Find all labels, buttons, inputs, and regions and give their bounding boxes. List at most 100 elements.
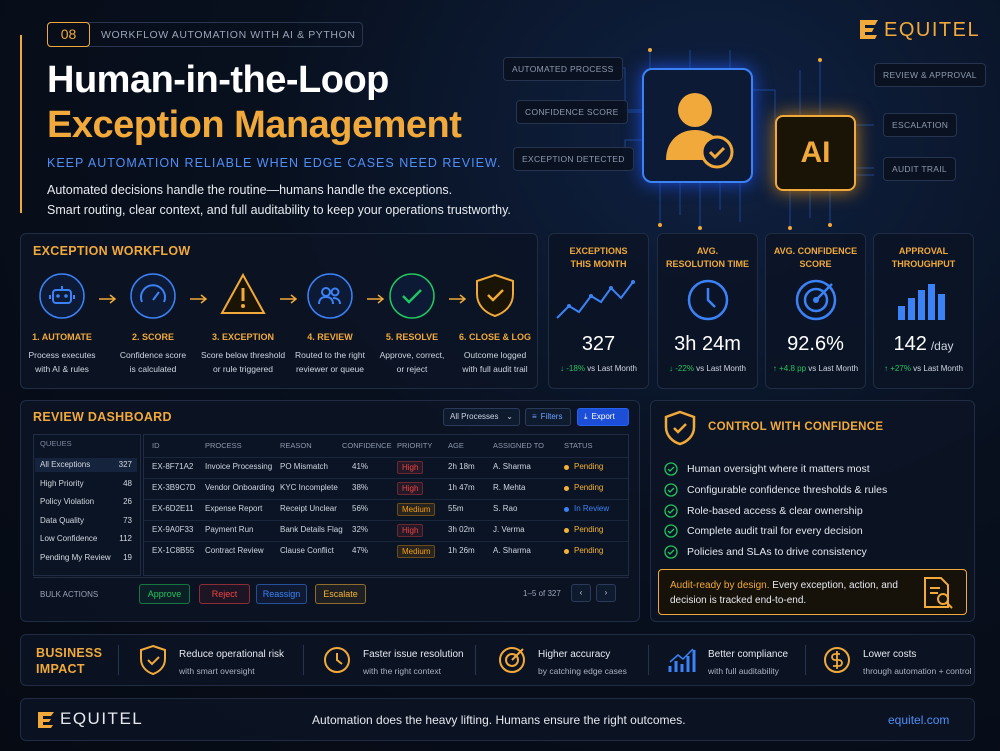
row-divider (144, 457, 628, 458)
queue-item[interactable]: Low Confidence 112 (35, 532, 137, 546)
process-filter[interactable]: All Processes ⌄ (443, 408, 520, 426)
step-desc: or reject (396, 364, 428, 374)
step-label: 4. REVIEW (307, 332, 353, 342)
step-icon-svg (39, 273, 85, 319)
table-cell: Contract Review (205, 546, 264, 555)
check-icon-svg (664, 483, 678, 497)
impact-icon-svg (499, 647, 525, 673)
kpi-title: RESOLUTION TIME (666, 259, 749, 269)
status-dot (564, 528, 569, 533)
table-cell: 32% (352, 525, 369, 534)
queue-item[interactable]: All Exceptions 327 (35, 458, 137, 472)
section-title: BUSINESS IMPACT (36, 646, 103, 676)
priority-badge: High (397, 482, 424, 495)
step-desc: with AI & rules (35, 364, 89, 374)
impact-icon-svg (324, 647, 350, 673)
kpi-title: AVG. (696, 246, 719, 256)
control-item: Policies and SLAs to drive consistency (687, 546, 867, 559)
impact-desc: with full auditability (708, 666, 779, 676)
queue-name: Pending My Review (40, 552, 111, 562)
control-item: Complete audit trail for every decision (687, 525, 863, 538)
step-label: 1. AUTOMATE (32, 332, 92, 342)
step-desc: Outcome logged (463, 350, 527, 360)
kpi-change-row: ↑ +4.8 pp vs Last Month (772, 364, 859, 373)
next-page[interactable]: › (596, 584, 616, 602)
queue-item[interactable]: High Priority 48 (35, 477, 137, 491)
status-dot (564, 507, 569, 512)
queue-count: 48 (123, 478, 132, 488)
kpi-change: -22% (675, 364, 694, 373)
column-header: ID (152, 441, 160, 450)
queue-item[interactable]: Data Quality 73 (35, 514, 137, 528)
impact-desc: through automation + control (863, 666, 972, 676)
table-cell: Bank Details Flag (280, 525, 343, 534)
queue-count: 19 (123, 552, 132, 562)
bulk-action-button[interactable]: Escalate (315, 584, 366, 604)
kpi-value-row: 142/day (873, 333, 974, 356)
control-item: Configurable confidence thresholds & rul… (687, 483, 888, 496)
bulk-action-button[interactable]: Reassign (256, 584, 307, 604)
title-line-1: Human-in-the-Loop (47, 59, 389, 101)
priority-badge: Medium (397, 545, 436, 558)
step-icon (389, 273, 435, 319)
filter-label: All Processes (450, 412, 499, 421)
bulk-action-button[interactable]: Approve (139, 584, 190, 604)
impact-icon-svg (140, 644, 166, 676)
export-button[interactable]: ⤓ Export (577, 408, 629, 426)
column-header: CONFIDENCE (342, 441, 392, 450)
kpi-title: SCORE (799, 259, 832, 269)
step-arrow-svg (367, 294, 385, 304)
table-cell: EX-3B9C7D (152, 483, 196, 492)
table-cell: R. Mehta (493, 483, 526, 492)
queue-item[interactable]: Pending My Review 19 (35, 551, 137, 565)
step-icon-svg (389, 273, 435, 319)
step-icon-svg (220, 272, 266, 314)
kpi-value: 3h 24m (674, 333, 741, 355)
pagination: 1–5 of 327 (523, 589, 561, 598)
note-body: Every exception, action, and decision is… (670, 580, 898, 606)
kpi-icon (658, 278, 758, 322)
status-dot (564, 486, 569, 491)
hero-tag: REVIEW & APPROVAL (874, 63, 986, 87)
control-item: Human oversight where it matters most (687, 463, 870, 475)
step-arrow-svg (190, 294, 208, 304)
step-desc: with full audit trail (462, 364, 528, 374)
filters-button[interactable]: ≡ Filters (525, 408, 571, 426)
step-desc: or rule triggered (212, 364, 273, 374)
queue-item[interactable]: Policy Violation 26 (35, 495, 137, 509)
status: Pending (574, 525, 604, 534)
step-icon (130, 273, 176, 319)
footer-url[interactable]: equitel.com (888, 713, 950, 727)
queue-name: High Priority (40, 478, 84, 488)
footer-tagline: Automation does the heavy lifting. Human… (312, 713, 686, 727)
table-cell: Expense Report (205, 504, 263, 513)
kpi-title: THIS MONTH (570, 259, 627, 269)
brand-icon (860, 20, 878, 39)
check-icon (664, 483, 678, 497)
check-icon-svg (664, 545, 678, 559)
table-cell: Invoice Processing (205, 462, 273, 471)
table-cell: 41% (352, 462, 369, 471)
impact-title: Lower costs (863, 649, 917, 660)
bulk-action-button[interactable]: Reject (199, 584, 250, 604)
queue-name: Low Confidence (40, 534, 98, 543)
prev-page[interactable]: ‹ (571, 584, 591, 602)
step-icon (472, 273, 518, 319)
priority-badge: High (397, 524, 424, 537)
section-title: CONTROL WITH CONFIDENCE (708, 421, 884, 433)
bulk-label: BULK ACTIONS (40, 590, 99, 599)
column-header: AGE (448, 441, 464, 450)
step-arrow-svg (99, 294, 117, 304)
table-cell: S. Rao (493, 504, 518, 513)
circuit-lines (607, 48, 874, 230)
hero-tag: CONFIDENCE SCORE (516, 100, 628, 124)
step-desc: Approve, correct, (379, 350, 445, 360)
step-label: 2. SCORE (131, 332, 174, 342)
accent-bar (20, 35, 22, 213)
step-icon-svg (130, 273, 176, 319)
hero-tag: EXCEPTION DETECTED (513, 147, 634, 171)
kpi-comparison: vs Last Month (913, 364, 963, 373)
queue-count: 327 (118, 460, 132, 469)
table-cell: 47% (352, 546, 369, 555)
kpi-change-row: ↓ -22% vs Last Month (669, 364, 746, 373)
